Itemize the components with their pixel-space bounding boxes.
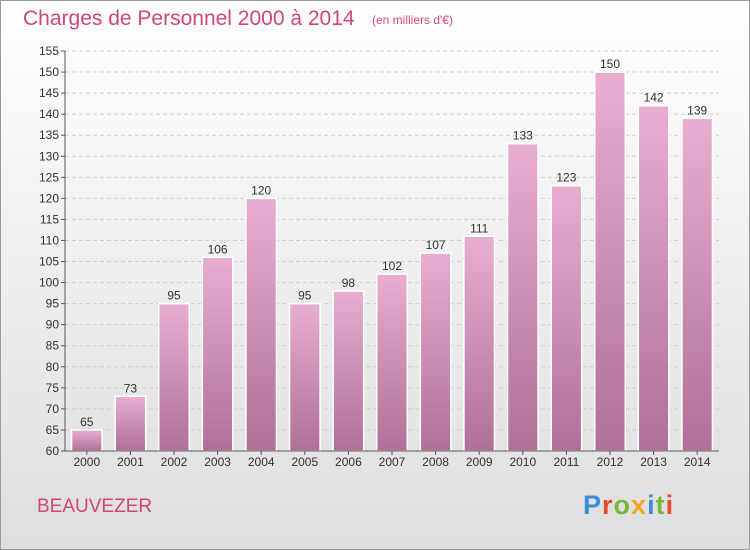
y-tick-label: 120	[39, 191, 59, 205]
y-tick-label: 65	[46, 423, 60, 437]
bar	[419, 252, 452, 452]
logo-letter: i	[665, 490, 675, 520]
bars: 65 73 95 106 120 95 98 102 107 111 133 123 150 142 139	[70, 57, 714, 452]
bar	[332, 290, 365, 452]
bar-value-label: 106	[208, 242, 228, 256]
bar-value-label: 65	[80, 415, 94, 429]
logo-letter: P	[583, 490, 603, 520]
y-tick-label: 110	[40, 233, 59, 247]
x-tick-label: 2001	[117, 455, 144, 469]
chart-subtitle: (en milliers d'€)	[372, 13, 453, 27]
logo-letter: o	[613, 490, 632, 520]
y-tick-label: 150	[39, 65, 59, 79]
y-tick-label: 135	[39, 128, 59, 142]
bar-value-label: 95	[167, 289, 181, 303]
commune-name: BEAUVEZER	[37, 496, 153, 517]
logo-letter: r	[602, 490, 614, 520]
y-tick-label: 105	[39, 255, 59, 269]
y-tick-label: 140	[39, 107, 59, 121]
y-tick-label: 95	[46, 297, 60, 311]
y-tick-label: 80	[46, 360, 60, 374]
logo-letter: t	[655, 490, 666, 520]
bar	[506, 142, 539, 452]
y-tick-label: 75	[46, 381, 60, 395]
bar	[70, 429, 103, 452]
bar-value-label: 120	[251, 183, 271, 197]
bar-value-label: 142	[644, 91, 664, 105]
y-tick-label: 130	[39, 149, 59, 163]
bar	[681, 117, 714, 452]
x-tick-label: 2003	[204, 455, 231, 469]
bar-value-label: 139	[687, 103, 707, 117]
chart-title: Charges de Personnel 2000 à 2014	[23, 7, 355, 30]
bar-value-label: 123	[556, 171, 576, 185]
bar	[593, 71, 627, 452]
bar-value-label: 111	[470, 221, 489, 235]
proxiti-logo: Proxiti	[583, 490, 674, 521]
bar-value-label: 95	[298, 289, 312, 303]
x-tick-label: 2010	[509, 455, 536, 469]
y-tick-label: 60	[46, 444, 60, 458]
x-tick-label: 2005	[291, 455, 318, 469]
x-tick-label: 2002	[161, 455, 188, 469]
bar	[288, 302, 321, 452]
logo-letter: x	[631, 490, 648, 520]
bar	[463, 235, 496, 452]
bar	[157, 302, 191, 452]
y-tick-label: 90	[46, 318, 60, 332]
x-tick-label: 2008	[422, 455, 449, 469]
bar-value-label: 150	[600, 57, 620, 71]
logo-letter: i	[647, 490, 656, 520]
bar	[375, 273, 409, 452]
bar-value-label: 133	[513, 129, 533, 143]
bar-value-label: 98	[342, 276, 356, 290]
bar-value-label: 102	[382, 259, 402, 273]
x-tick-label: 2011	[553, 455, 579, 469]
bar-value-label: 73	[124, 381, 138, 395]
y-tick-label: 100	[39, 276, 59, 290]
bar	[550, 184, 583, 452]
bar	[245, 197, 278, 452]
y-tick-label: 85	[46, 339, 60, 353]
x-tick-label: 2013	[640, 455, 667, 469]
x-tick-label: 2007	[379, 455, 406, 469]
y-tick-label: 145	[39, 86, 59, 100]
bar-value-label: 107	[426, 238, 446, 252]
bar	[114, 395, 147, 452]
y-tick-label: 155	[39, 44, 59, 58]
y-tick-label: 115	[40, 212, 59, 226]
x-tick-label: 2000	[73, 455, 100, 469]
bar	[637, 104, 670, 452]
x-tick-label: 2006	[335, 455, 362, 469]
axes: 60 65 70 75 80 85 90 95 100 105 110 115 120 125 130 135…	[39, 44, 719, 469]
x-tick-label: 2009	[466, 455, 493, 469]
y-tick-label: 70	[46, 402, 60, 416]
bar	[201, 256, 234, 452]
x-tick-label: 2004	[248, 455, 275, 469]
y-tick-label: 125	[39, 170, 59, 184]
x-tick-label: 2014	[684, 455, 711, 469]
x-tick-label: 2012	[597, 455, 624, 469]
